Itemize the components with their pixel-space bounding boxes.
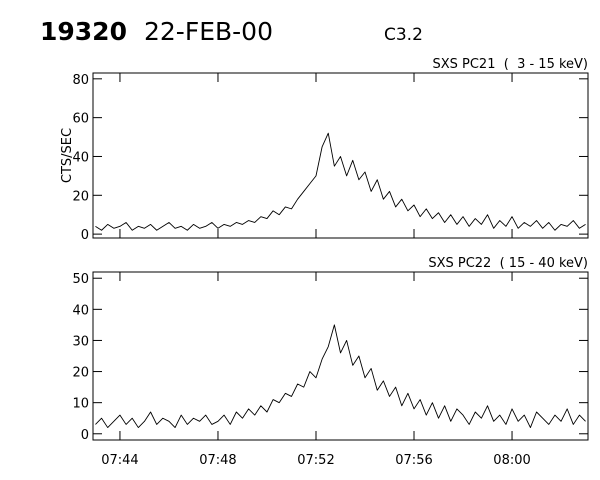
panel-title: SXS PC21 ( 3 - 15 keV) [432, 57, 588, 72]
y-tick-label: 50 [72, 272, 89, 287]
y-tick-label: 10 [72, 397, 89, 412]
y-tick-label: 0 [81, 228, 89, 243]
x-tick-label: 07:44 [101, 453, 138, 468]
y-tick-label: 60 [72, 112, 89, 127]
flare-class: C3.2 [384, 25, 423, 45]
plot-frame [92, 271, 589, 441]
y-axis-label: CTS/SEC [60, 128, 75, 183]
y-tick-label: 20 [72, 189, 89, 204]
y-tick-label: 30 [72, 334, 89, 349]
x-tick-label: 07:52 [297, 453, 334, 468]
x-tick-label: 07:56 [395, 453, 432, 468]
y-tick-label: 20 [72, 366, 89, 381]
x-tick-label: 08:00 [493, 453, 530, 468]
data-line [95, 132, 586, 231]
y-tick-label: 40 [72, 303, 89, 318]
panel-title: SXS PC22 ( 15 - 40 keV) [428, 256, 588, 271]
y-tick-label: 0 [81, 428, 89, 443]
y-tick-label: 80 [72, 73, 89, 88]
event-id: 19320 [40, 17, 127, 46]
x-tick-label: 07:48 [199, 453, 236, 468]
plot-frame [92, 72, 589, 239]
y-tick-label: 40 [72, 150, 89, 165]
data-line [95, 324, 586, 429]
event-date: 22-FEB-00 [144, 17, 273, 46]
